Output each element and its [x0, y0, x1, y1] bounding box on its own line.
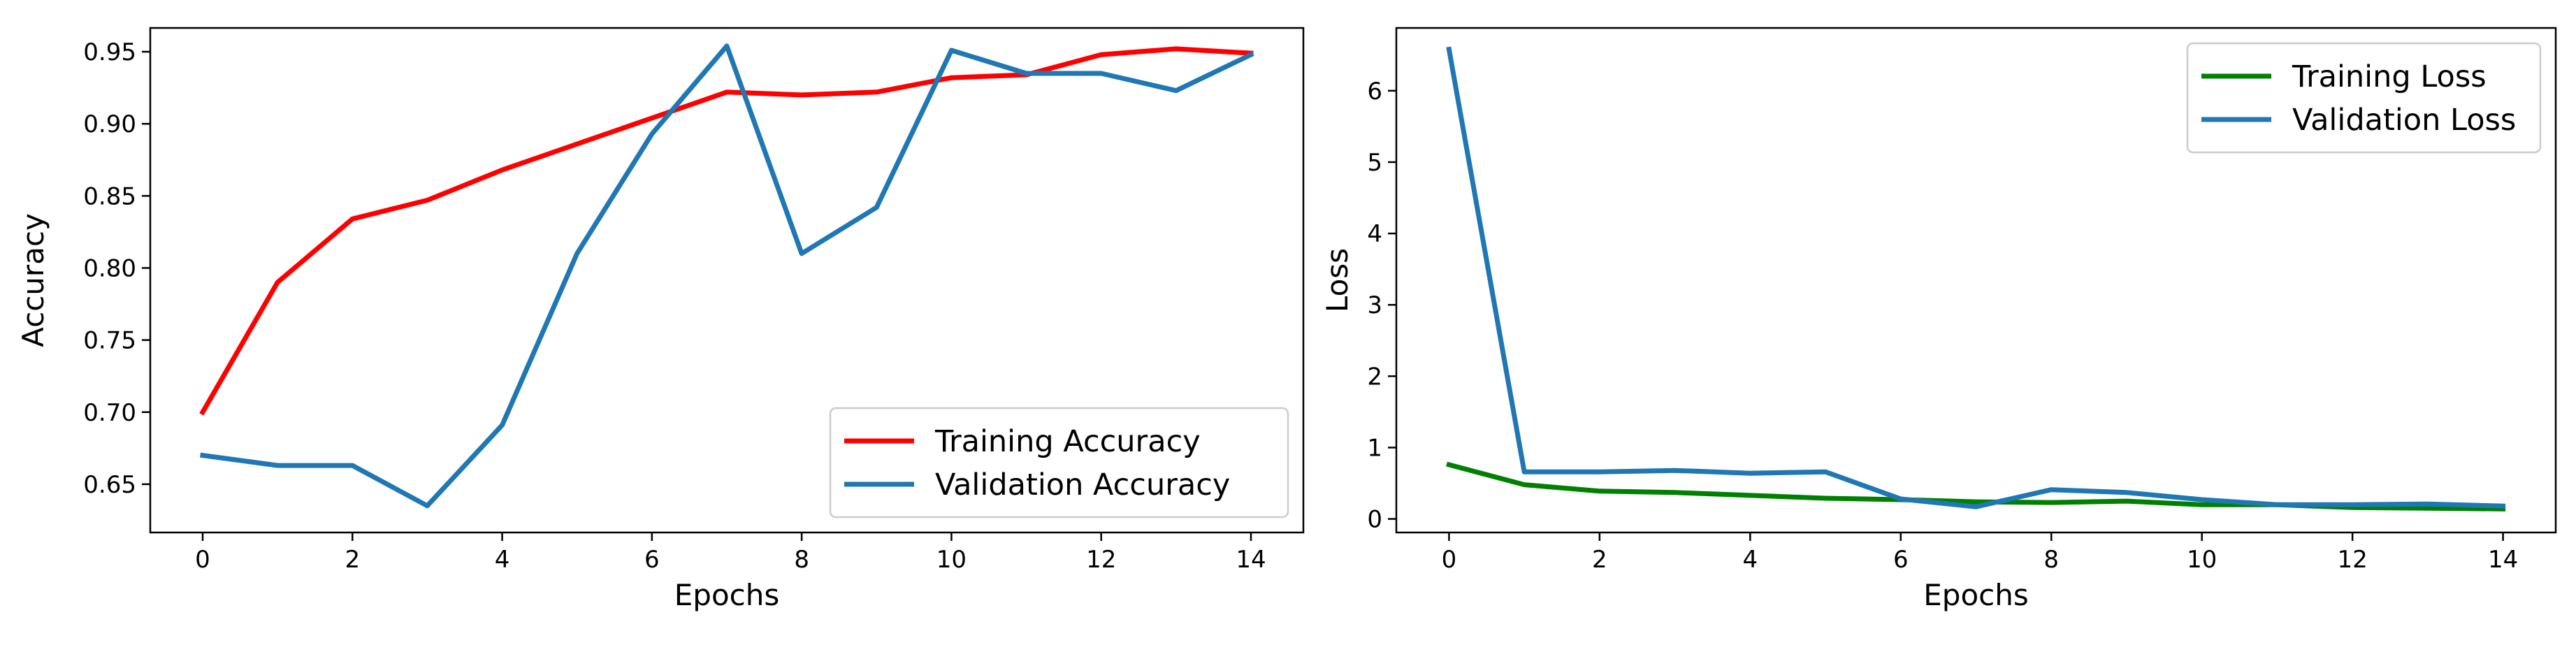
legend-label: Training Accuracy [934, 424, 1201, 459]
axes-frame [1395, 27, 2557, 534]
series-line-validation-accuracy [200, 43, 1254, 509]
y-axis-label: Loss [1320, 248, 1354, 312]
y-tick-label: 0.85 [83, 182, 136, 210]
legend: Training Loss Validation Loss [2186, 42, 2542, 154]
x-tick-label: 0 [1442, 546, 1457, 574]
x-tick-label: 14 [1236, 546, 1266, 574]
x-tick-label: 6 [1893, 546, 1909, 574]
legend-box [2186, 42, 2542, 154]
x-tick-label: 6 [644, 546, 660, 574]
y-tick-label: 0.80 [83, 254, 136, 282]
x-tick-label: 12 [1086, 546, 1116, 574]
y-tick-label: 0.70 [83, 399, 136, 427]
y-tick-label: 1 [1367, 434, 1382, 462]
x-tick-label: 4 [495, 546, 510, 574]
axes-frame [149, 27, 1305, 534]
accuracy-chart: 0 2 4 6 8 10 12 14 0.65 0.70 0.75 0.80 0.85 0.90 0.95 E… [16, 27, 1305, 612]
x-tick-label: 10 [2187, 546, 2217, 574]
y-tick-label: 0.90 [83, 110, 136, 138]
x-tick-label: 2 [345, 546, 360, 574]
y-tick-label: 0.75 [83, 327, 136, 355]
legend: Training Accuracy Validation Accuracy [829, 407, 1289, 519]
legend-box [829, 407, 1289, 519]
y-tick-label: 3 [1367, 291, 1382, 319]
series-line-training-accuracy [199, 46, 1254, 416]
y-tick-label: 5 [1367, 149, 1382, 177]
y-axis-label: Accuracy [16, 213, 50, 347]
x-tick-label: 8 [794, 546, 809, 574]
y-tick-label: 0.65 [83, 471, 136, 499]
y-tick-label: 0.95 [83, 38, 136, 66]
series-line-validation-loss [1446, 46, 2506, 509]
y-tick-label: 4 [1367, 220, 1382, 248]
y-tick-label: 2 [1367, 363, 1382, 391]
legend-label: Training Loss [2292, 59, 2487, 94]
y-tick-label: 6 [1367, 78, 1382, 106]
x-tick-label: 2 [1592, 546, 1607, 574]
x-tick-label: 8 [2043, 546, 2059, 574]
x-tick-label: 0 [195, 546, 210, 574]
x-tick-label: 12 [2338, 546, 2368, 574]
x-tick-label: 10 [936, 546, 967, 574]
x-axis-label: Epochs [674, 578, 780, 612]
x-axis-label: Epochs [1923, 578, 2029, 612]
x-tick-label: 4 [1742, 546, 1758, 574]
x-tick-label: 14 [2488, 546, 2518, 574]
legend-label: Validation Accuracy [935, 468, 1230, 502]
y-tick-label: 0 [1367, 506, 1382, 534]
legend-label: Validation Loss [2292, 103, 2516, 138]
